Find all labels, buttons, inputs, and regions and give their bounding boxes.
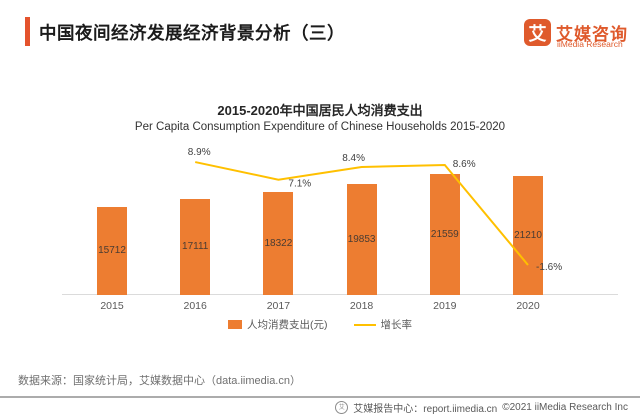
footer-divider (0, 396, 640, 398)
bar-value-label: 15712 (98, 245, 126, 256)
line-series-swatch (353, 323, 376, 326)
logo-mark: 艾 (528, 23, 547, 44)
bar (97, 207, 127, 295)
x-axis-line (62, 294, 618, 295)
bar-series-swatch (228, 320, 242, 329)
x-axis-label: 2019 (433, 300, 457, 312)
logo-name-en: iiMedia Research (557, 39, 623, 49)
legend-label-bar: 人均消费支出(元) (247, 319, 328, 331)
chart-title: 2015-2020年中国居民人均消费支出 (217, 103, 423, 118)
x-axis-label: 2017 (266, 300, 291, 312)
legend-item-line: 增长率 (353, 317, 413, 332)
x-axis-label: 2018 (349, 300, 374, 312)
bar-value-label: 18322 (264, 237, 293, 249)
chart-legend: 人均消费支出(元) 增长率 (20, 317, 620, 332)
bar-value-label: 21559 (430, 228, 459, 240)
footer-report-center[interactable]: 艾媒报告中心：report.iimedia.cn (353, 404, 498, 415)
footer-copyright: ©2021 iiMedia Research Inc (502, 402, 628, 413)
x-axis-label: 2020 (516, 300, 540, 312)
bar-value-label: 17111 (182, 241, 209, 252)
chart-subtitle: Per Capita Consumption Expenditure of Ch… (134, 121, 506, 133)
chart-plot: 15712 2015 17111 2016 18322 2017 19853 2018 2155… (60, 147, 620, 312)
growth-point-label: 7.1% (288, 179, 311, 190)
header-accent-bar (25, 17, 30, 46)
data-source-note: 数据来源：国家统计局，艾媒数据中心（data.iimedia.cn） (18, 375, 301, 387)
x-axis-label: 2015 (100, 300, 124, 312)
growth-point-label: 8.6% (453, 159, 476, 170)
iimedia-logo-icon: 艾 (524, 19, 551, 46)
bar-value-label: 19853 (347, 233, 376, 245)
iimedia-globe-icon: 艾 (335, 401, 349, 414)
x-axis-label: 2016 (183, 300, 207, 312)
page-title: 中国夜间经济发展经济背景分析（三） (39, 23, 345, 43)
bar-value-label: 21210 (514, 229, 542, 241)
legend-label-line: 增长率 (380, 319, 413, 331)
logo-name-cn: 艾媒咨询 (556, 25, 628, 44)
footer: 艾 艾媒报告中心：report.iimedia.cn ©2021 iiMedia… (335, 400, 628, 415)
legend-item-bar: 人均消费支出(元) (228, 317, 328, 332)
growth-point-label: 8.4% (342, 153, 365, 164)
growth-point-label: 8.9% (188, 147, 211, 158)
